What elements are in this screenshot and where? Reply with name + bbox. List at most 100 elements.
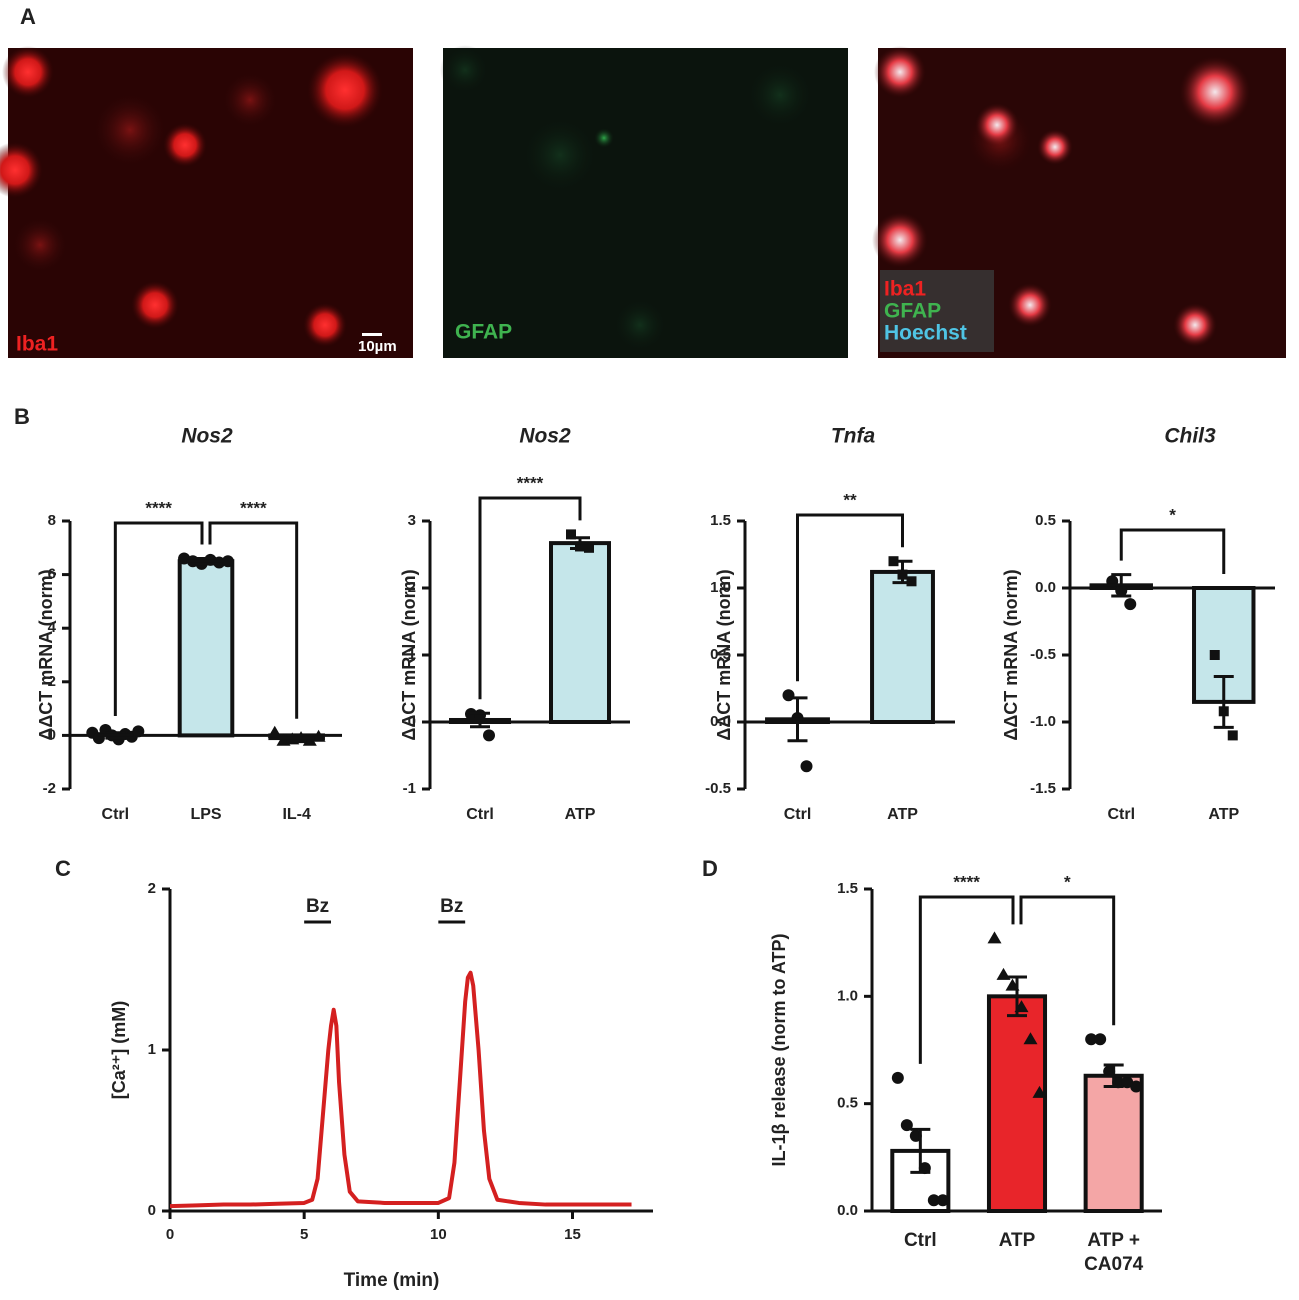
y-tick-label: -1.5: [1030, 780, 1056, 797]
y-tick-label: 1.5: [710, 512, 731, 529]
x-tick-label: Ctrl: [784, 806, 812, 823]
y-tick-label: -0.5: [705, 780, 731, 797]
y-tick-label: -1: [403, 780, 416, 797]
y-tick-label: 0.5: [1035, 512, 1056, 529]
image-label: Iba1: [884, 278, 926, 301]
y-tick-label: 1: [148, 1041, 156, 1058]
data-point: [483, 729, 495, 742]
panel-label: A: [20, 4, 36, 29]
data-point: [800, 760, 813, 773]
x-tick-label: ATP: [887, 806, 918, 823]
data-point: [1124, 598, 1137, 611]
data-point: [302, 733, 317, 746]
significance-label: *: [1064, 872, 1071, 891]
data-point: [1023, 1032, 1038, 1045]
y-tick-label: -1.0: [1030, 713, 1056, 730]
y-axis-label: ΔΔCT mRNA (norm): [714, 569, 734, 740]
y-axis-label: ΔΔCT mRNA (norm): [36, 569, 56, 740]
y-tick-label: 1.0: [837, 987, 858, 1004]
image-label: Hoechst: [884, 322, 967, 345]
x-tick-label: Ctrl: [1107, 806, 1135, 823]
x-tick-label: 5: [300, 1226, 308, 1243]
significance-label: ****: [517, 473, 544, 492]
annotation: Bz: [306, 896, 329, 917]
y-axis-label: [Ca²⁺] (mM): [109, 1001, 129, 1099]
data-point: [566, 529, 576, 540]
y-tick-label: 1.5: [837, 880, 858, 897]
x-tick-label: ATP: [999, 1230, 1036, 1251]
significance-label: **: [843, 490, 857, 509]
x-tick-label: 0: [166, 1226, 174, 1243]
y-tick-label: 1.0: [710, 579, 731, 596]
significance-label: ****: [145, 498, 172, 517]
x-tick-label: ATP + CA074: [1084, 1230, 1144, 1275]
x-tick-label: IL-4: [282, 806, 311, 823]
chart-title: Nos2: [519, 425, 571, 448]
y-axis-label: ΔΔCT mRNA (norm): [1001, 569, 1021, 740]
x-tick-label: 15: [564, 1226, 581, 1243]
x-tick-label: Ctrl: [102, 806, 130, 823]
y-tick-label: 8: [48, 512, 56, 529]
y-axis-label: ΔΔCT mRNA (norm): [399, 569, 419, 740]
data-point: [221, 555, 234, 568]
data-point: [311, 729, 326, 742]
bar: [549, 541, 611, 724]
micrograph: Iba1 10µm: [0, 46, 413, 358]
x-tick-label: ATP: [1208, 806, 1239, 823]
bar: [1083, 1073, 1144, 1214]
micrograph: GFAP: [440, 45, 848, 358]
significance-bracket: [1019, 895, 1116, 1026]
significance-label: ****: [953, 872, 980, 891]
data-point: [782, 689, 795, 702]
chart-title: Chil3: [1164, 425, 1216, 448]
panel-label: B: [14, 404, 30, 429]
data-point: [927, 1194, 940, 1207]
y-axis-label: IL-1β release (norm to ATP): [769, 933, 789, 1166]
bar: [870, 569, 935, 724]
y-tick-label: 3: [408, 512, 416, 529]
y-tick-label: 1: [408, 646, 416, 663]
x-axis-label: Time (min): [344, 1270, 440, 1291]
data-point: [1094, 1033, 1107, 1046]
y-tick-label: 0: [48, 726, 56, 743]
y-tick-label: 6: [48, 566, 56, 583]
data-point: [1032, 1085, 1047, 1098]
data-point: [936, 1194, 949, 1207]
y-tick-label: 0: [408, 713, 416, 730]
y-tick-label: 0.0: [710, 713, 731, 730]
significance-bracket: [796, 513, 904, 682]
x-tick-label: Ctrl: [904, 1230, 937, 1251]
data-point: [1085, 1033, 1098, 1046]
data-point: [267, 725, 282, 738]
y-tick-label: 4: [48, 619, 57, 636]
significance-bracket: [1119, 528, 1226, 574]
data-point: [132, 725, 145, 738]
y-tick-label: 0.0: [837, 1202, 858, 1219]
y-tick-label: 2: [408, 579, 416, 596]
x-tick-label: LPS: [190, 806, 221, 823]
data-point: [1209, 650, 1220, 660]
panel-label: D: [702, 856, 718, 881]
significance-label: *: [1169, 505, 1176, 524]
x-tick-label: 10: [430, 1226, 447, 1243]
data-point: [1227, 730, 1238, 741]
y-tick-label: 0.0: [1035, 579, 1056, 596]
y-tick-label: -0.5: [1030, 646, 1056, 663]
image-label: Iba1: [16, 333, 58, 356]
annotation: Bz: [440, 896, 463, 917]
data-point: [1121, 1076, 1134, 1089]
significance-bracket: [918, 895, 1015, 1064]
data-point: [891, 1071, 904, 1084]
y-tick-label: 0: [148, 1202, 156, 1219]
significance-bracket: [478, 496, 582, 700]
y-tick-label: 0.5: [837, 1095, 858, 1112]
image-label: GFAP: [884, 300, 941, 323]
panel-label: C: [55, 856, 71, 881]
bar: [177, 559, 235, 738]
bar: [986, 994, 1048, 1213]
significance-bracket: [208, 521, 299, 719]
line-series: [169, 970, 632, 1209]
image-label: GFAP: [455, 321, 512, 344]
x-tick-label: ATP: [565, 806, 596, 823]
